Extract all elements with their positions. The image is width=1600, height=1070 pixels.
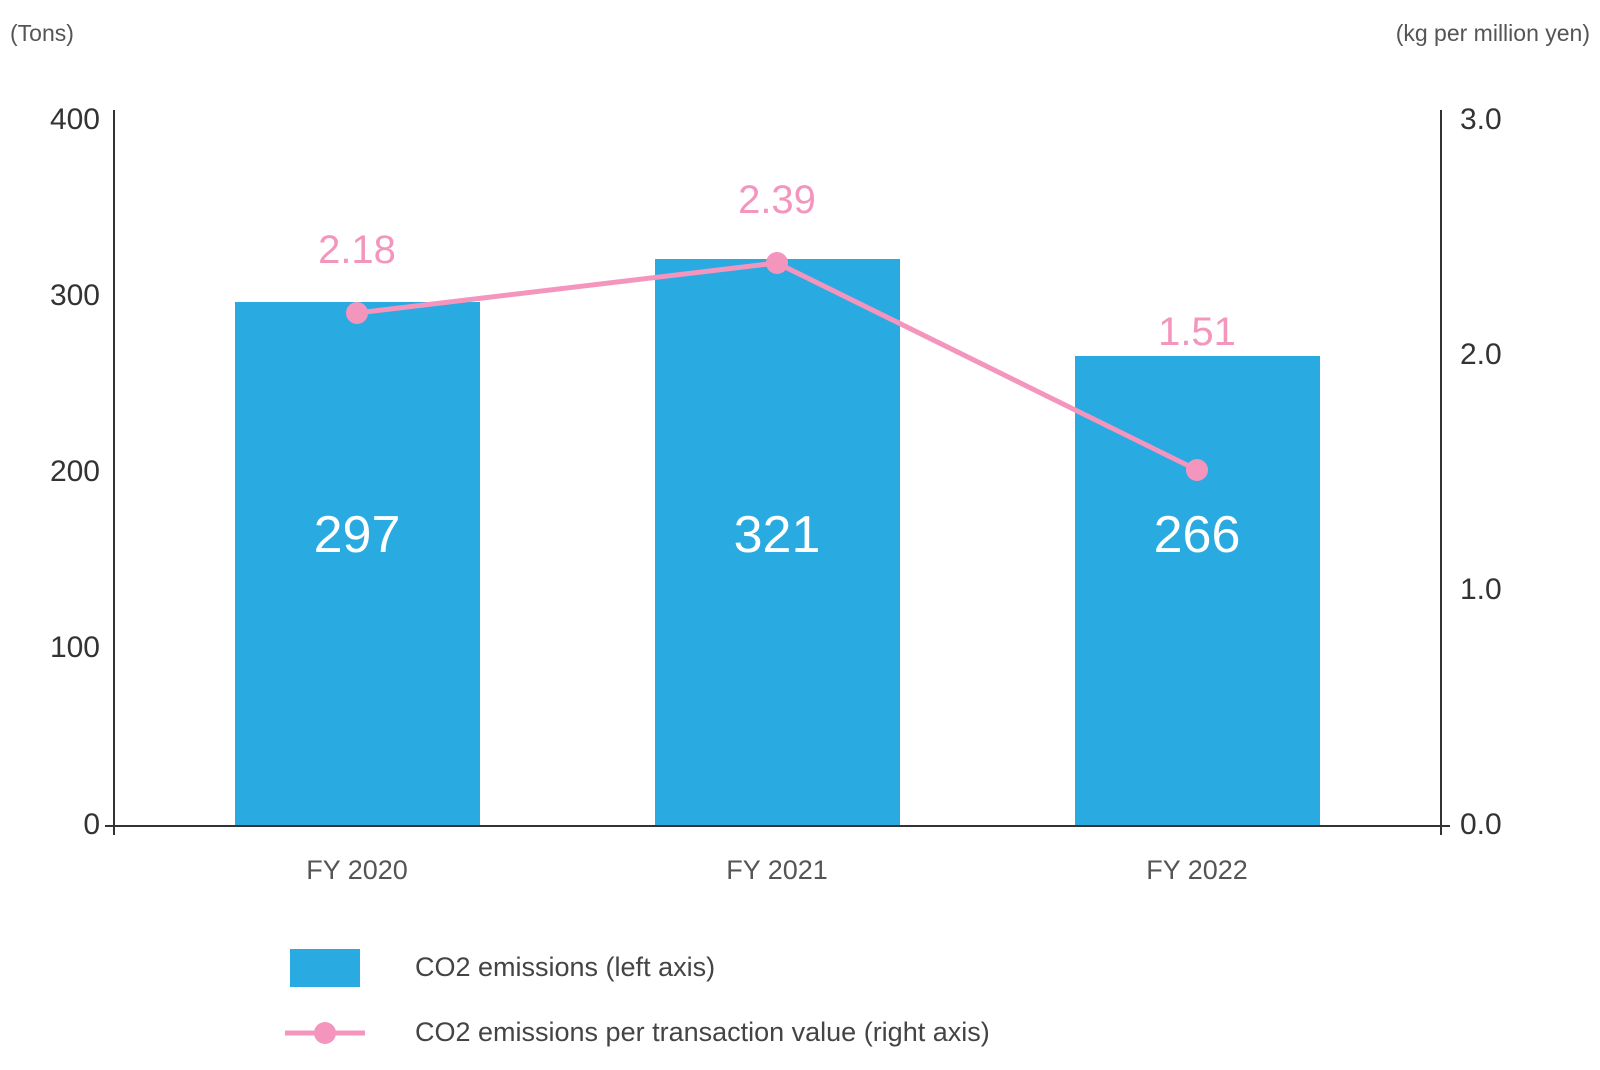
right-tick-2: 2.0	[1460, 338, 1520, 372]
legend-item-line: CO2 emissions per transaction value (rig…	[290, 1005, 990, 1060]
marker-fy2020	[346, 302, 368, 324]
left-tick-0: 0	[40, 808, 100, 842]
right-tick-3: 3.0	[1460, 103, 1520, 137]
line-label-fy2021: 2.39	[738, 178, 816, 223]
left-tick-300: 300	[40, 279, 100, 313]
left-axis-title: (Tons)	[10, 20, 74, 47]
line-label-fy2022: 1.51	[1158, 310, 1236, 355]
legend-swatch-bar-icon	[290, 949, 360, 987]
right-tick-0: 0.0	[1460, 808, 1520, 842]
line-path	[357, 263, 1197, 470]
line-series	[115, 120, 1440, 825]
legend-label-bars: CO2 emissions (left axis)	[415, 952, 715, 983]
x-axis-line	[105, 825, 1450, 827]
right-y-axis-line	[1440, 110, 1442, 835]
x-tick-fy2021: FY 2021	[726, 855, 828, 886]
marker-fy2022	[1186, 459, 1208, 481]
legend-label-line: CO2 emissions per transaction value (rig…	[415, 1017, 990, 1048]
left-tick-100: 100	[40, 631, 100, 665]
right-axis-title: (kg per million yen)	[1396, 20, 1590, 47]
right-tick-1: 1.0	[1460, 573, 1520, 607]
x-tick-fy2020: FY 2020	[306, 855, 408, 886]
plot-area: 297 321 266 2.18 2.39 1.51	[115, 120, 1440, 825]
left-tick-400: 400	[40, 103, 100, 137]
legend-swatch-line-icon	[290, 1014, 360, 1052]
legend-item-bars: CO2 emissions (left axis)	[290, 940, 990, 995]
line-label-fy2020: 2.18	[318, 228, 396, 273]
left-tick-200: 200	[40, 455, 100, 489]
co2-emissions-chart: (Tons) (kg per million yen) 297 321 266 …	[0, 0, 1600, 1070]
x-tick-fy2022: FY 2022	[1146, 855, 1248, 886]
marker-fy2021	[766, 252, 788, 274]
legend: CO2 emissions (left axis) CO2 emissions …	[290, 940, 990, 1070]
